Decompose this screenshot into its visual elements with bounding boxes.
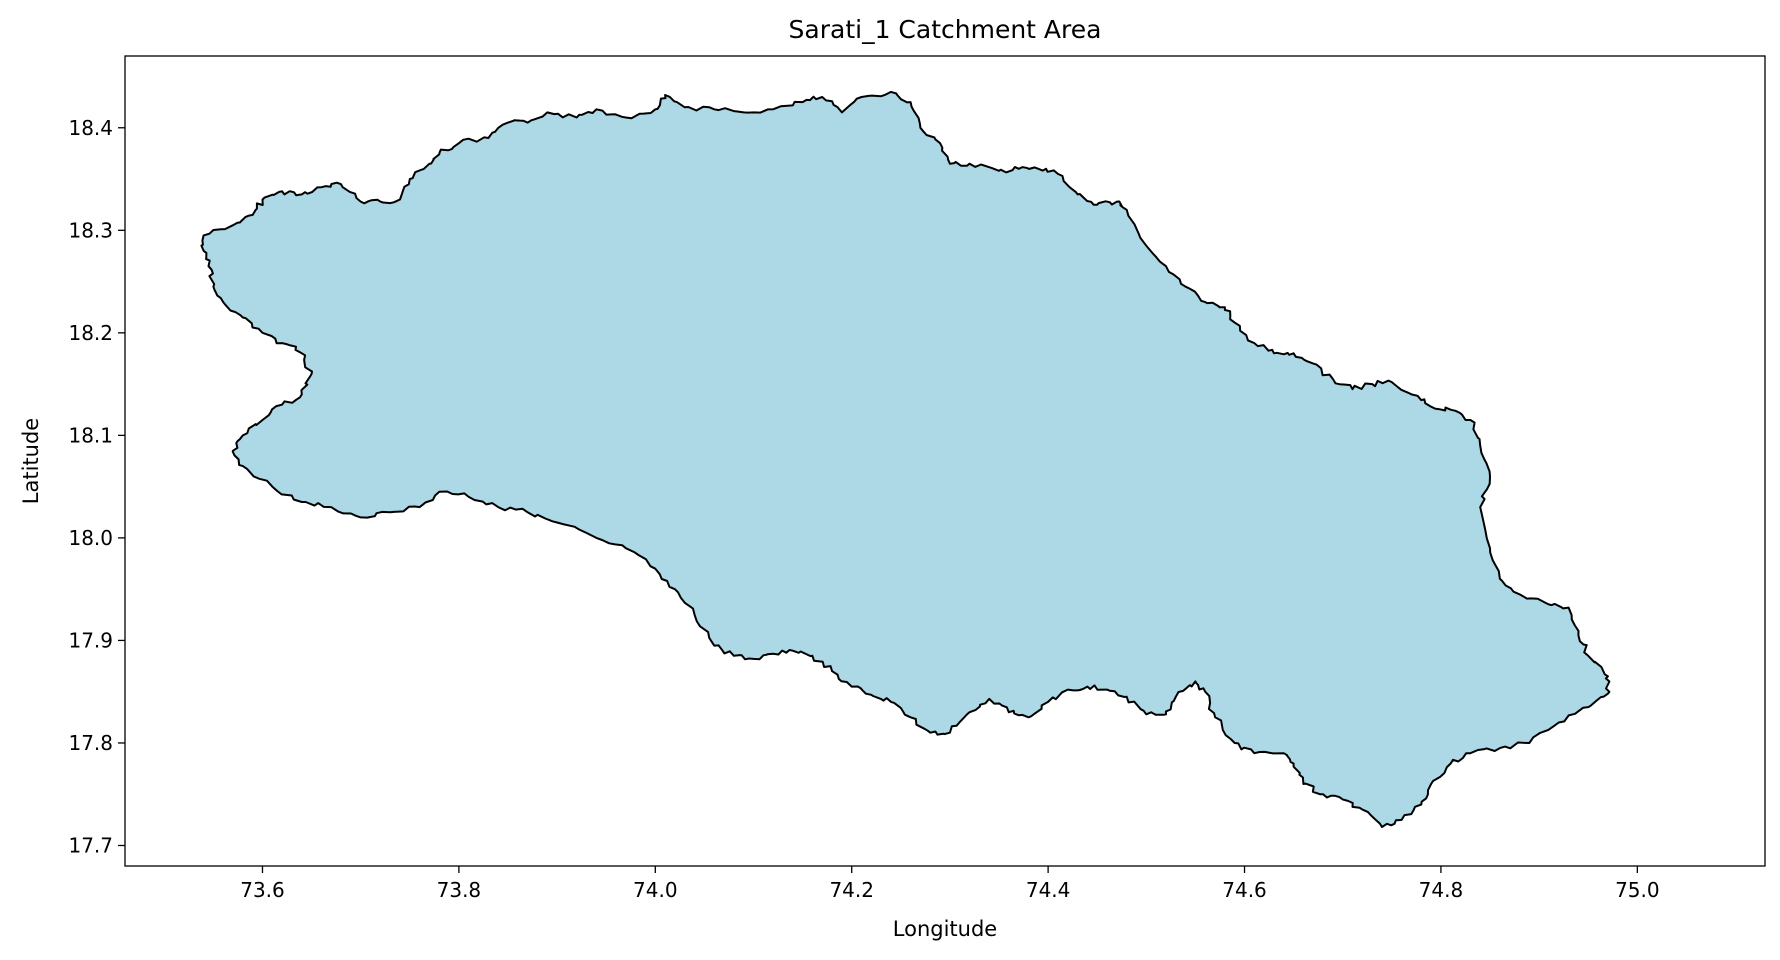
y-tick-label: 18.2 [68,321,113,345]
x-tick-label: 73.8 [437,878,482,902]
x-tick-label: 74.4 [1026,878,1071,902]
x-tick-label: 73.6 [240,878,285,902]
chart-title: Sarati_1 Catchment Area [789,15,1102,44]
y-tick-label: 17.9 [68,628,113,652]
y-tick-label: 18.1 [68,423,113,447]
x-tick-label: 74.0 [633,878,678,902]
y-tick-label: 18.4 [68,116,113,140]
y-tick-label: 17.8 [68,731,113,755]
y-axis-ticks: 17.7 17.8 17.9 18.0 18.1 18.2 18.3 18.4 [68,116,125,857]
axes-frame [124,55,1766,867]
x-tick-label: 74.2 [829,878,874,902]
x-tick-label: 74.6 [1222,878,1267,902]
y-tick-label: 18.0 [68,526,113,550]
x-axis-ticks: 73.6 73.8 74.0 74.2 74.4 74.6 74.8 75.0 [240,866,1660,902]
x-axis-label: Longitude [893,917,997,941]
plot-area [200,90,1611,828]
x-tick-label: 74.8 [1419,878,1464,902]
y-axis-label: Latitude [19,418,43,504]
y-tick-label: 17.7 [68,833,113,857]
x-tick-label: 75.0 [1615,878,1660,902]
y-tick-label: 18.3 [68,218,113,242]
catchment-area-polygon [200,90,1611,828]
